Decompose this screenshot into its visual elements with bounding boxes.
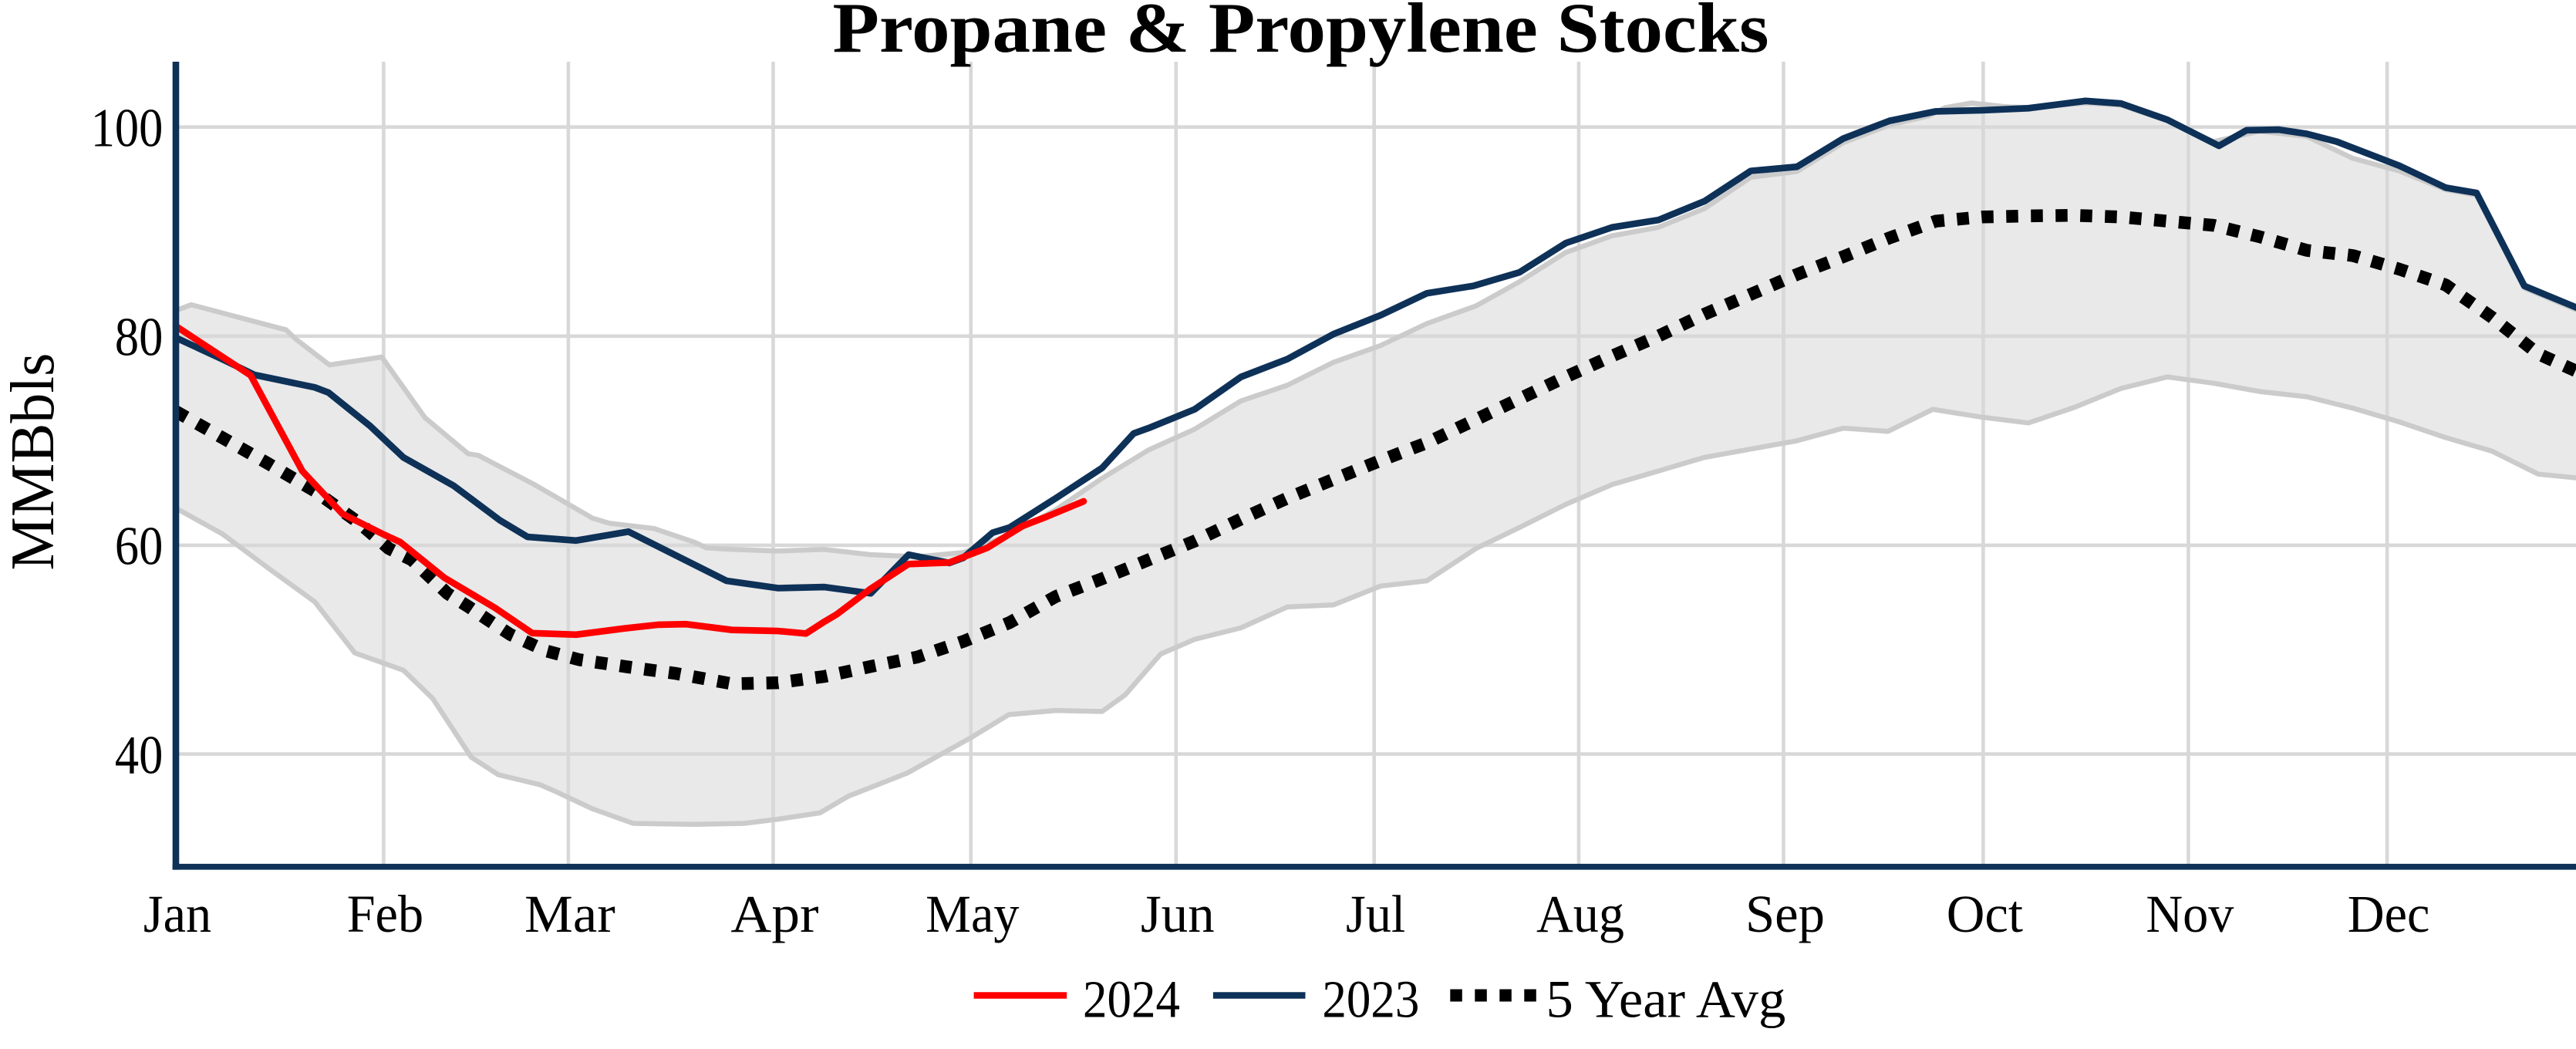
svg-text:Dec: Dec <box>2348 885 2430 943</box>
svg-text:Nov: Nov <box>2146 885 2234 943</box>
svg-text:Oct: Oct <box>1947 885 2023 943</box>
svg-text:Propane & Propylene Stocks: Propane & Propylene Stocks <box>833 0 1769 67</box>
svg-text:Jan: Jan <box>143 885 211 943</box>
svg-text:100: 100 <box>91 98 164 158</box>
svg-text:80: 80 <box>115 308 163 368</box>
svg-text:Feb: Feb <box>347 885 423 943</box>
svg-text:60: 60 <box>115 517 163 577</box>
svg-text:2023: 2023 <box>1322 970 1419 1029</box>
svg-text:5 Year Avg: 5 Year Avg <box>1546 970 1786 1029</box>
svg-text:MMBbls: MMBbls <box>0 353 67 571</box>
svg-text:Jul: Jul <box>1346 885 1405 943</box>
svg-text:Apr: Apr <box>730 885 818 943</box>
svg-text:40: 40 <box>115 725 163 785</box>
svg-text:Aug: Aug <box>1536 885 1624 943</box>
svg-text:2024: 2024 <box>1083 970 1180 1029</box>
svg-text:May: May <box>926 885 1020 943</box>
svg-text:Jun: Jun <box>1141 885 1215 943</box>
svg-text:Sep: Sep <box>1745 885 1825 943</box>
svg-text:Mar: Mar <box>524 885 615 943</box>
